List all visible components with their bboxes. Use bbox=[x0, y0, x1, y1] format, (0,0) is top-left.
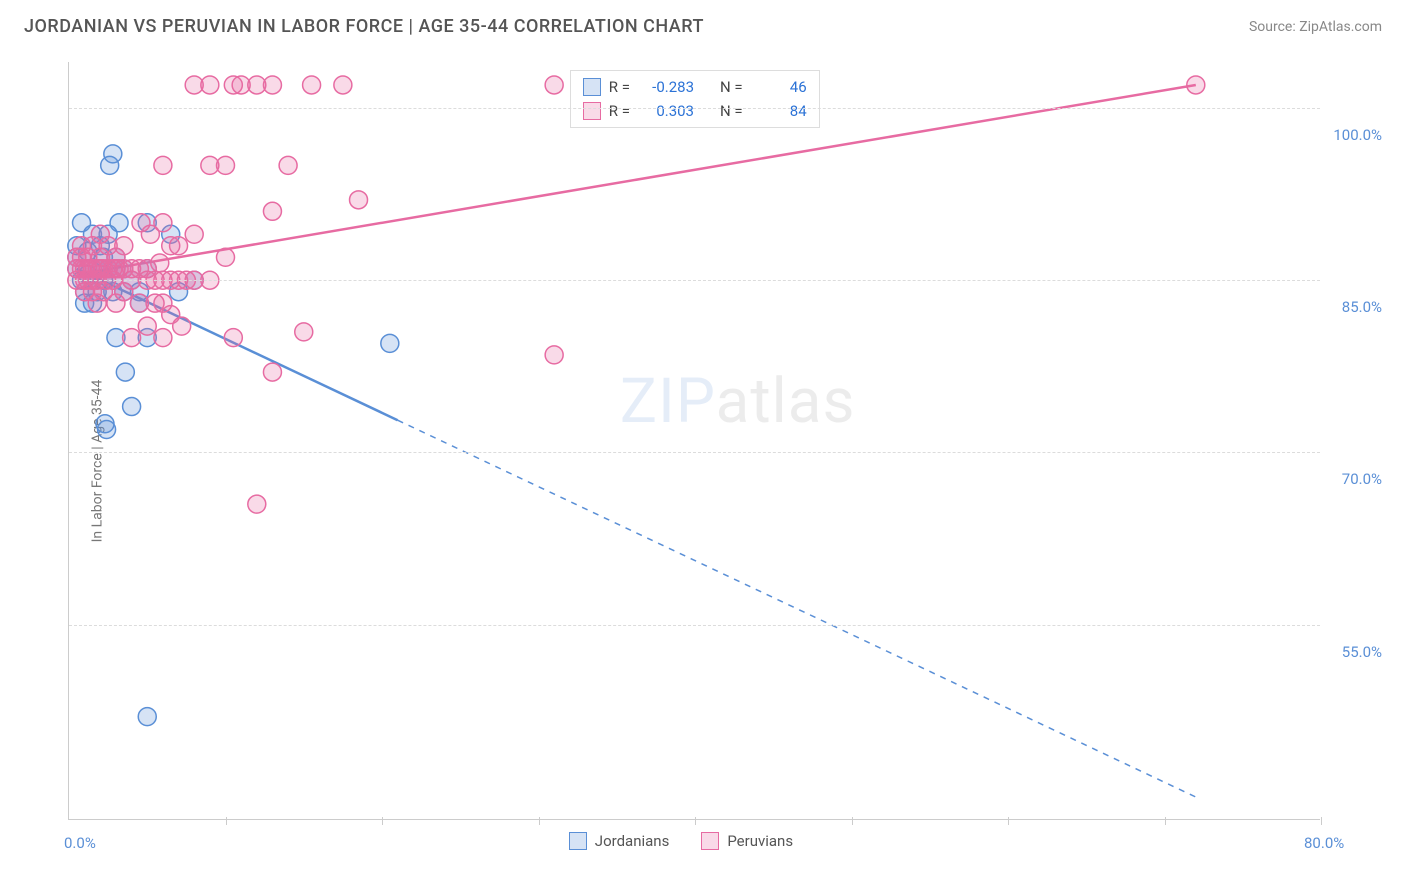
stats-row-jordanians: R = -0.283 N = 46 bbox=[583, 75, 807, 99]
data-point-peruvians bbox=[115, 237, 133, 255]
n-label: N = bbox=[720, 99, 743, 123]
data-point-jordanians bbox=[101, 156, 119, 174]
data-point-peruvians bbox=[350, 191, 368, 209]
correlation-stats-box: R = -0.283 N = 46 R = 0.303 N = 84 bbox=[570, 70, 820, 128]
legend: Jordanians Peruvians bbox=[569, 832, 793, 850]
data-point-peruvians bbox=[154, 214, 172, 232]
x-tick bbox=[695, 817, 696, 825]
data-point-jordanians bbox=[98, 421, 116, 439]
legend-item-jordanians: Jordanians bbox=[569, 832, 670, 850]
gridline bbox=[69, 625, 1320, 626]
data-point-peruvians bbox=[1187, 76, 1205, 94]
legend-swatch-jordanians bbox=[569, 832, 587, 850]
data-point-peruvians bbox=[170, 237, 188, 255]
data-point-jordanians bbox=[116, 363, 134, 381]
data-point-peruvians bbox=[217, 248, 235, 266]
data-point-peruvians bbox=[248, 495, 266, 513]
x-tick bbox=[226, 817, 227, 825]
n-label: N = bbox=[720, 75, 743, 99]
n-value-peruvians: 84 bbox=[751, 99, 807, 123]
x-tick bbox=[539, 817, 540, 825]
x-axis-origin: 0.0% bbox=[64, 834, 96, 852]
data-point-peruvians bbox=[151, 254, 169, 272]
legend-swatch-jordanians bbox=[583, 78, 601, 96]
data-point-peruvians bbox=[123, 329, 141, 347]
data-point-peruvians bbox=[138, 317, 156, 335]
data-point-peruvians bbox=[545, 76, 563, 94]
r-value-jordanians: -0.283 bbox=[638, 75, 694, 99]
y-tick-label: 85.0% bbox=[1342, 298, 1382, 316]
legend-label-jordanians: Jordanians bbox=[595, 832, 670, 850]
data-point-peruvians bbox=[295, 323, 313, 341]
stats-row-peruvians: R = 0.303 N = 84 bbox=[583, 99, 807, 123]
data-point-peruvians bbox=[263, 363, 281, 381]
data-point-peruvians bbox=[217, 156, 235, 174]
r-label: R = bbox=[609, 75, 630, 99]
r-value-peruvians: 0.303 bbox=[638, 99, 694, 123]
chart-container: In Labor Force | Age 35-44 ZIPatlas R = … bbox=[24, 54, 1382, 868]
header: JORDANIAN VS PERUVIAN IN LABOR FORCE | A… bbox=[0, 0, 1406, 49]
data-point-jordanians bbox=[123, 398, 141, 416]
legend-swatch-peruvians bbox=[701, 832, 719, 850]
x-tick bbox=[852, 817, 853, 825]
data-point-peruvians bbox=[263, 76, 281, 94]
gridline bbox=[69, 280, 1320, 281]
data-point-peruvians bbox=[303, 76, 321, 94]
gridline bbox=[69, 452, 1320, 453]
gridline bbox=[69, 108, 1320, 109]
data-point-peruvians bbox=[279, 156, 297, 174]
data-point-peruvians bbox=[154, 329, 172, 347]
y-tick-label: 70.0% bbox=[1342, 470, 1382, 488]
legend-item-peruvians: Peruvians bbox=[701, 832, 793, 850]
x-tick bbox=[382, 817, 383, 825]
data-point-peruvians bbox=[185, 225, 203, 243]
source-label: Source: ZipAtlas.com bbox=[1249, 19, 1382, 35]
plot-area: ZIPatlas R = -0.283 N = 46 R = 0.303 N =… bbox=[68, 62, 1320, 820]
r-label: R = bbox=[609, 99, 630, 123]
x-tick bbox=[1008, 817, 1009, 825]
data-point-peruvians bbox=[545, 346, 563, 364]
x-axis-end: 80.0% bbox=[1304, 834, 1344, 852]
data-point-peruvians bbox=[224, 329, 242, 347]
y-tick-label: 100.0% bbox=[1333, 126, 1382, 144]
data-point-jordanians bbox=[381, 334, 399, 352]
data-point-jordanians bbox=[138, 708, 156, 726]
legend-swatch-peruvians bbox=[583, 102, 601, 120]
x-tick bbox=[1165, 817, 1166, 825]
data-point-jordanians bbox=[110, 214, 128, 232]
data-point-peruvians bbox=[154, 156, 172, 174]
y-tick-label: 55.0% bbox=[1342, 643, 1382, 661]
data-point-peruvians bbox=[334, 76, 352, 94]
n-value-jordanians: 46 bbox=[751, 75, 807, 99]
chart-title: JORDANIAN VS PERUVIAN IN LABOR FORCE | A… bbox=[24, 16, 704, 37]
legend-label-peruvians: Peruvians bbox=[727, 832, 793, 850]
scatter-plot bbox=[69, 62, 1321, 820]
data-point-peruvians bbox=[263, 202, 281, 220]
data-point-peruvians bbox=[201, 76, 219, 94]
trend-line-extrapolation-jordanians bbox=[398, 420, 1196, 797]
x-tick bbox=[1321, 817, 1322, 825]
data-point-peruvians bbox=[173, 317, 191, 335]
